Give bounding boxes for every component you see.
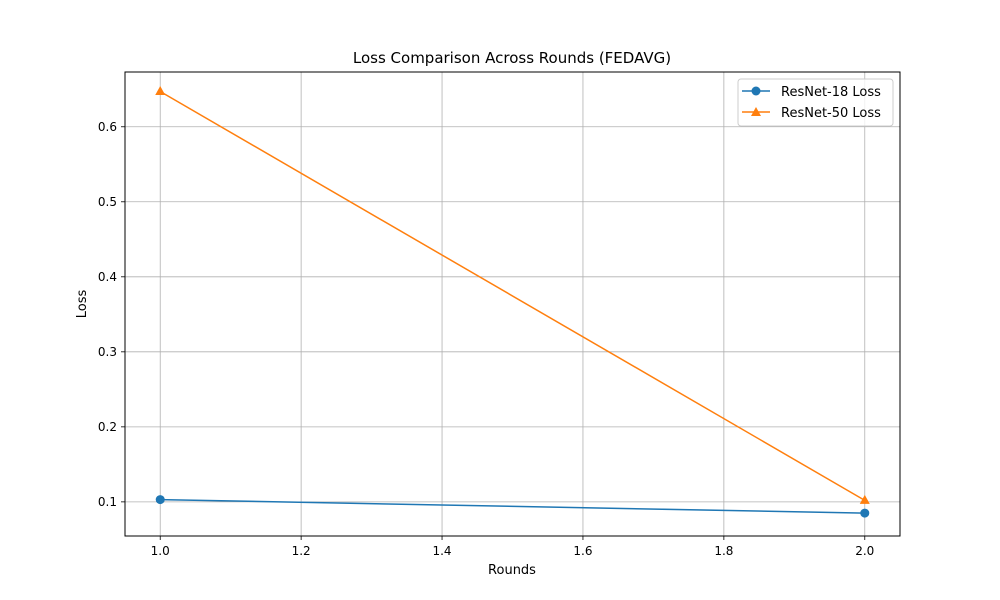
y-tick-label: 0.4: [98, 270, 117, 284]
y-tick-label: 0.2: [98, 420, 117, 434]
plot-area: [125, 72, 900, 536]
y-tick-label: 0.5: [98, 195, 117, 209]
series-line-resnet-50-loss: [159, 90, 866, 502]
y-tick-label: 0.6: [98, 120, 117, 134]
legend-box: [737, 78, 894, 127]
chart-title: Loss Comparison Across Rounds (FEDAVG): [353, 49, 671, 67]
series-line-resnet-18-loss: [160, 498, 865, 514]
data-point-resnet-18-loss: [155, 495, 165, 505]
x-axis-label: Rounds: [488, 563, 536, 578]
axis-ticks: 1.0 1.2 1.4 1.6 1.8 2.0 0.1 0.2 0.3 0.4 0.5 0.6: [98, 120, 874, 558]
legend-label-resnet18: ResNet-18 Loss: [781, 85, 881, 100]
x-tick-label: 1.8: [714, 544, 733, 558]
legend: ResNet-18 Loss ResNet-50 Loss: [737, 78, 894, 127]
y-tick-label: 0.1: [98, 495, 117, 509]
legend-label-resnet50: ResNet-50 Loss: [781, 106, 881, 121]
data-point-resnet-18-loss: [860, 508, 870, 518]
x-tick-label: 2.0: [855, 544, 874, 558]
series-layer: [155, 86, 870, 518]
x-tick-label: 1.0: [151, 544, 170, 558]
y-axis-label: Loss: [75, 290, 90, 319]
data-point-resnet-50-loss: [859, 494, 870, 504]
data-point-resnet-50-loss: [155, 86, 166, 96]
x-tick-label: 1.2: [292, 544, 311, 558]
legend-marker-resnet18-icon: [751, 86, 761, 96]
legend-marker-resnet50-icon: [751, 107, 761, 116]
y-tick-label: 0.3: [98, 345, 117, 359]
x-tick-label: 1.6: [573, 544, 592, 558]
x-tick-label: 1.4: [432, 544, 451, 558]
plot-frame: [124, 71, 901, 537]
